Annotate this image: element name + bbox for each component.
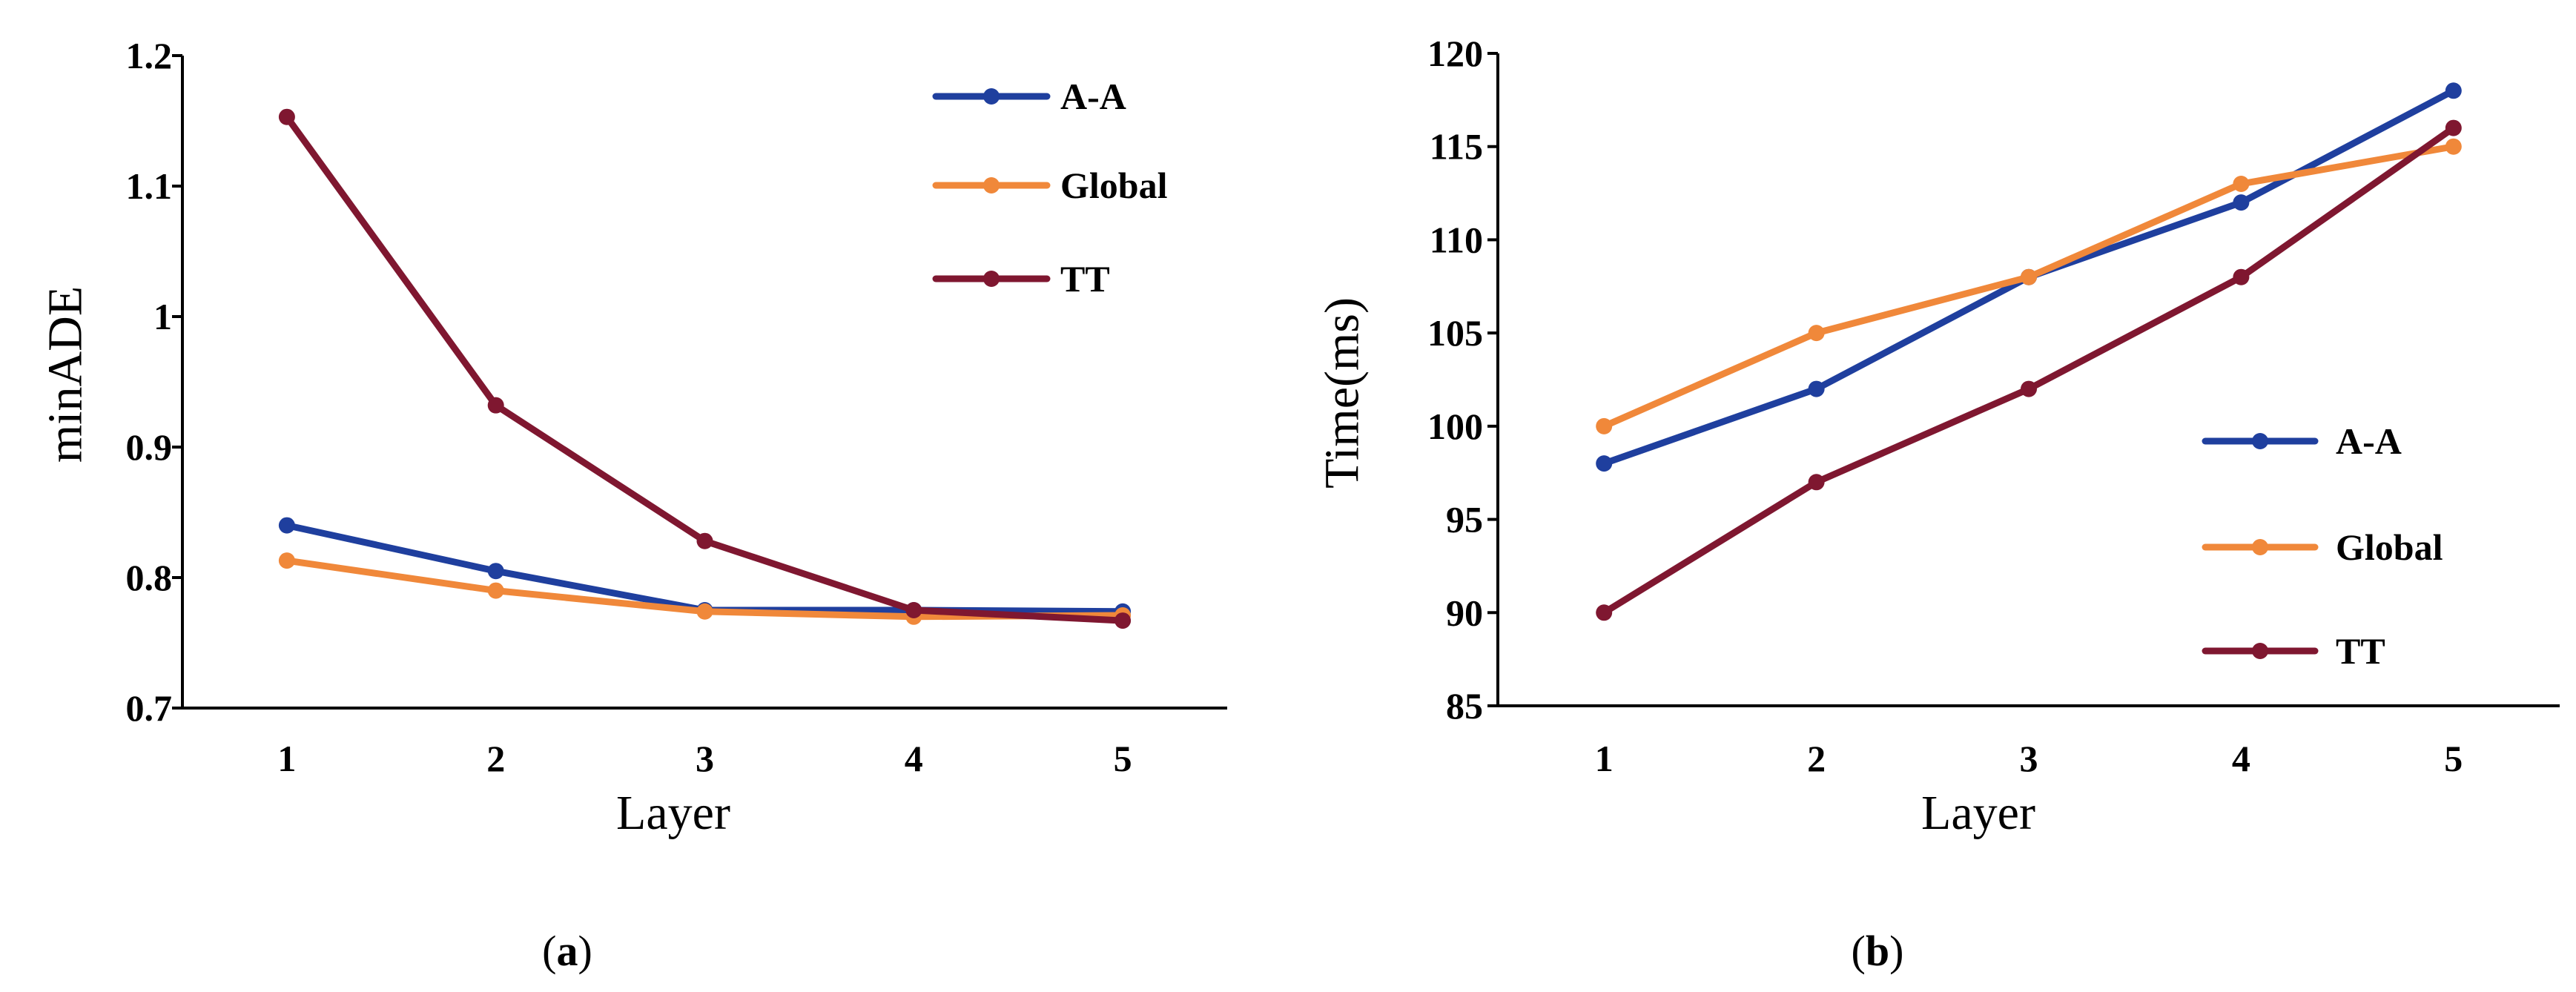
data-point-global-b — [1808, 325, 1825, 342]
data-point-a-a-b — [1596, 455, 1613, 472]
legend-marker-a-a-a — [983, 88, 1000, 105]
y-tick-label-a: 1 — [153, 296, 172, 337]
y-tick-label-b: 120 — [1427, 33, 1483, 74]
x-tick-label-b: 5 — [2444, 738, 2463, 779]
y-tick-label-a: 1.2 — [126, 35, 173, 76]
data-point-tt-a — [487, 397, 504, 414]
data-point-a-a-b — [1808, 380, 1825, 397]
y-tick-label-b: 115 — [1430, 126, 1483, 168]
x-tick-label-a: 5 — [1114, 738, 1132, 779]
x-tick-label-a: 1 — [277, 738, 296, 779]
data-point-tt-b — [2445, 119, 2462, 136]
data-point-a-a-b — [2233, 194, 2250, 211]
legend-marker-tt-a — [983, 271, 1000, 287]
data-point-tt-a — [905, 602, 922, 618]
data-point-global-b — [2233, 176, 2250, 192]
legend-label-tt-b: TT — [2336, 630, 2385, 672]
caption-a-open: ( — [542, 927, 556, 975]
data-point-tt-a — [278, 108, 295, 125]
data-point-global-b — [2021, 268, 2037, 285]
y-axis-title-a: minADE — [39, 286, 93, 463]
caption-a-letter: a — [557, 927, 578, 975]
x-tick-label-b: 2 — [1807, 738, 1826, 779]
x-tick-label-a: 2 — [486, 738, 505, 779]
x-axis-title-b: Layer — [1921, 786, 2035, 840]
caption-a-close: ) — [578, 927, 592, 975]
y-tick-label-b: 110 — [1430, 219, 1483, 260]
y-tick-label-b: 95 — [1446, 499, 1483, 540]
data-point-global-a — [278, 552, 295, 569]
x-tick-label-a: 3 — [696, 738, 714, 779]
x-tick-label-a: 4 — [905, 738, 923, 779]
y-tick-label-b: 90 — [1446, 592, 1483, 633]
y-tick-label-b: 105 — [1427, 312, 1483, 354]
legend-marker-tt-b — [2252, 643, 2268, 659]
data-point-tt-a — [1114, 612, 1132, 629]
y-tick-label-b: 85 — [1446, 685, 1483, 727]
x-tick-label-b: 4 — [2232, 738, 2250, 779]
y-tick-label-a: 0.9 — [126, 426, 173, 468]
caption-b-letter: b — [1866, 927, 1889, 975]
chart-panel-b: Time(ms) Layer 85 90 95 100 105 110 115 120 1 2 3 4… — [1315, 33, 2560, 975]
y-tick-label-a: 0.8 — [126, 557, 173, 598]
data-point-global-a — [696, 603, 713, 620]
legend-marker-a-a-b — [2252, 433, 2268, 449]
caption-b-close: ) — [1889, 927, 1903, 975]
caption-a: (a) — [542, 927, 592, 975]
y-tick-label-a: 0.7 — [126, 687, 173, 729]
x-tick-label-b: 1 — [1595, 738, 1614, 779]
legend-label-a-a-a: A-A — [1060, 76, 1126, 117]
data-point-tt-a — [696, 532, 713, 549]
legend-marker-global-a — [983, 177, 1000, 194]
data-point-global-b — [1596, 417, 1613, 434]
data-point-global-b — [2445, 138, 2462, 155]
x-axis-title-a: Layer — [616, 786, 730, 840]
y-tick-label-a: 1.1 — [126, 165, 173, 207]
x-tick-label-b: 3 — [2020, 738, 2038, 779]
chart-panel-a: minADE Layer 0.7 0.8 0.9 1 1.1 1.2 1 2 3 4 5 A-A Glo… — [39, 35, 1227, 975]
legend-label-global-b: Global — [2336, 526, 2443, 568]
data-point-tt-b — [2021, 380, 2037, 397]
data-point-a-a-a — [487, 563, 504, 580]
y-axis-title-b: Time(ms) — [1315, 297, 1370, 489]
legend-label-tt-a: TT — [1060, 258, 1110, 300]
caption-b: (b) — [1852, 927, 1904, 975]
data-point-tt-b — [1596, 604, 1613, 621]
data-point-tt-b — [1808, 474, 1825, 491]
legend-label-a-a-b: A-A — [2336, 420, 2402, 462]
caption-b-open: ( — [1852, 927, 1866, 975]
legend-label-global-a: Global — [1060, 165, 1168, 206]
data-point-global-a — [487, 582, 504, 599]
data-point-a-a-a — [278, 517, 295, 534]
legend-marker-global-b — [2252, 539, 2268, 555]
data-point-a-a-b — [2445, 82, 2462, 99]
data-point-tt-b — [2233, 268, 2250, 285]
y-tick-label-b: 100 — [1427, 406, 1483, 447]
